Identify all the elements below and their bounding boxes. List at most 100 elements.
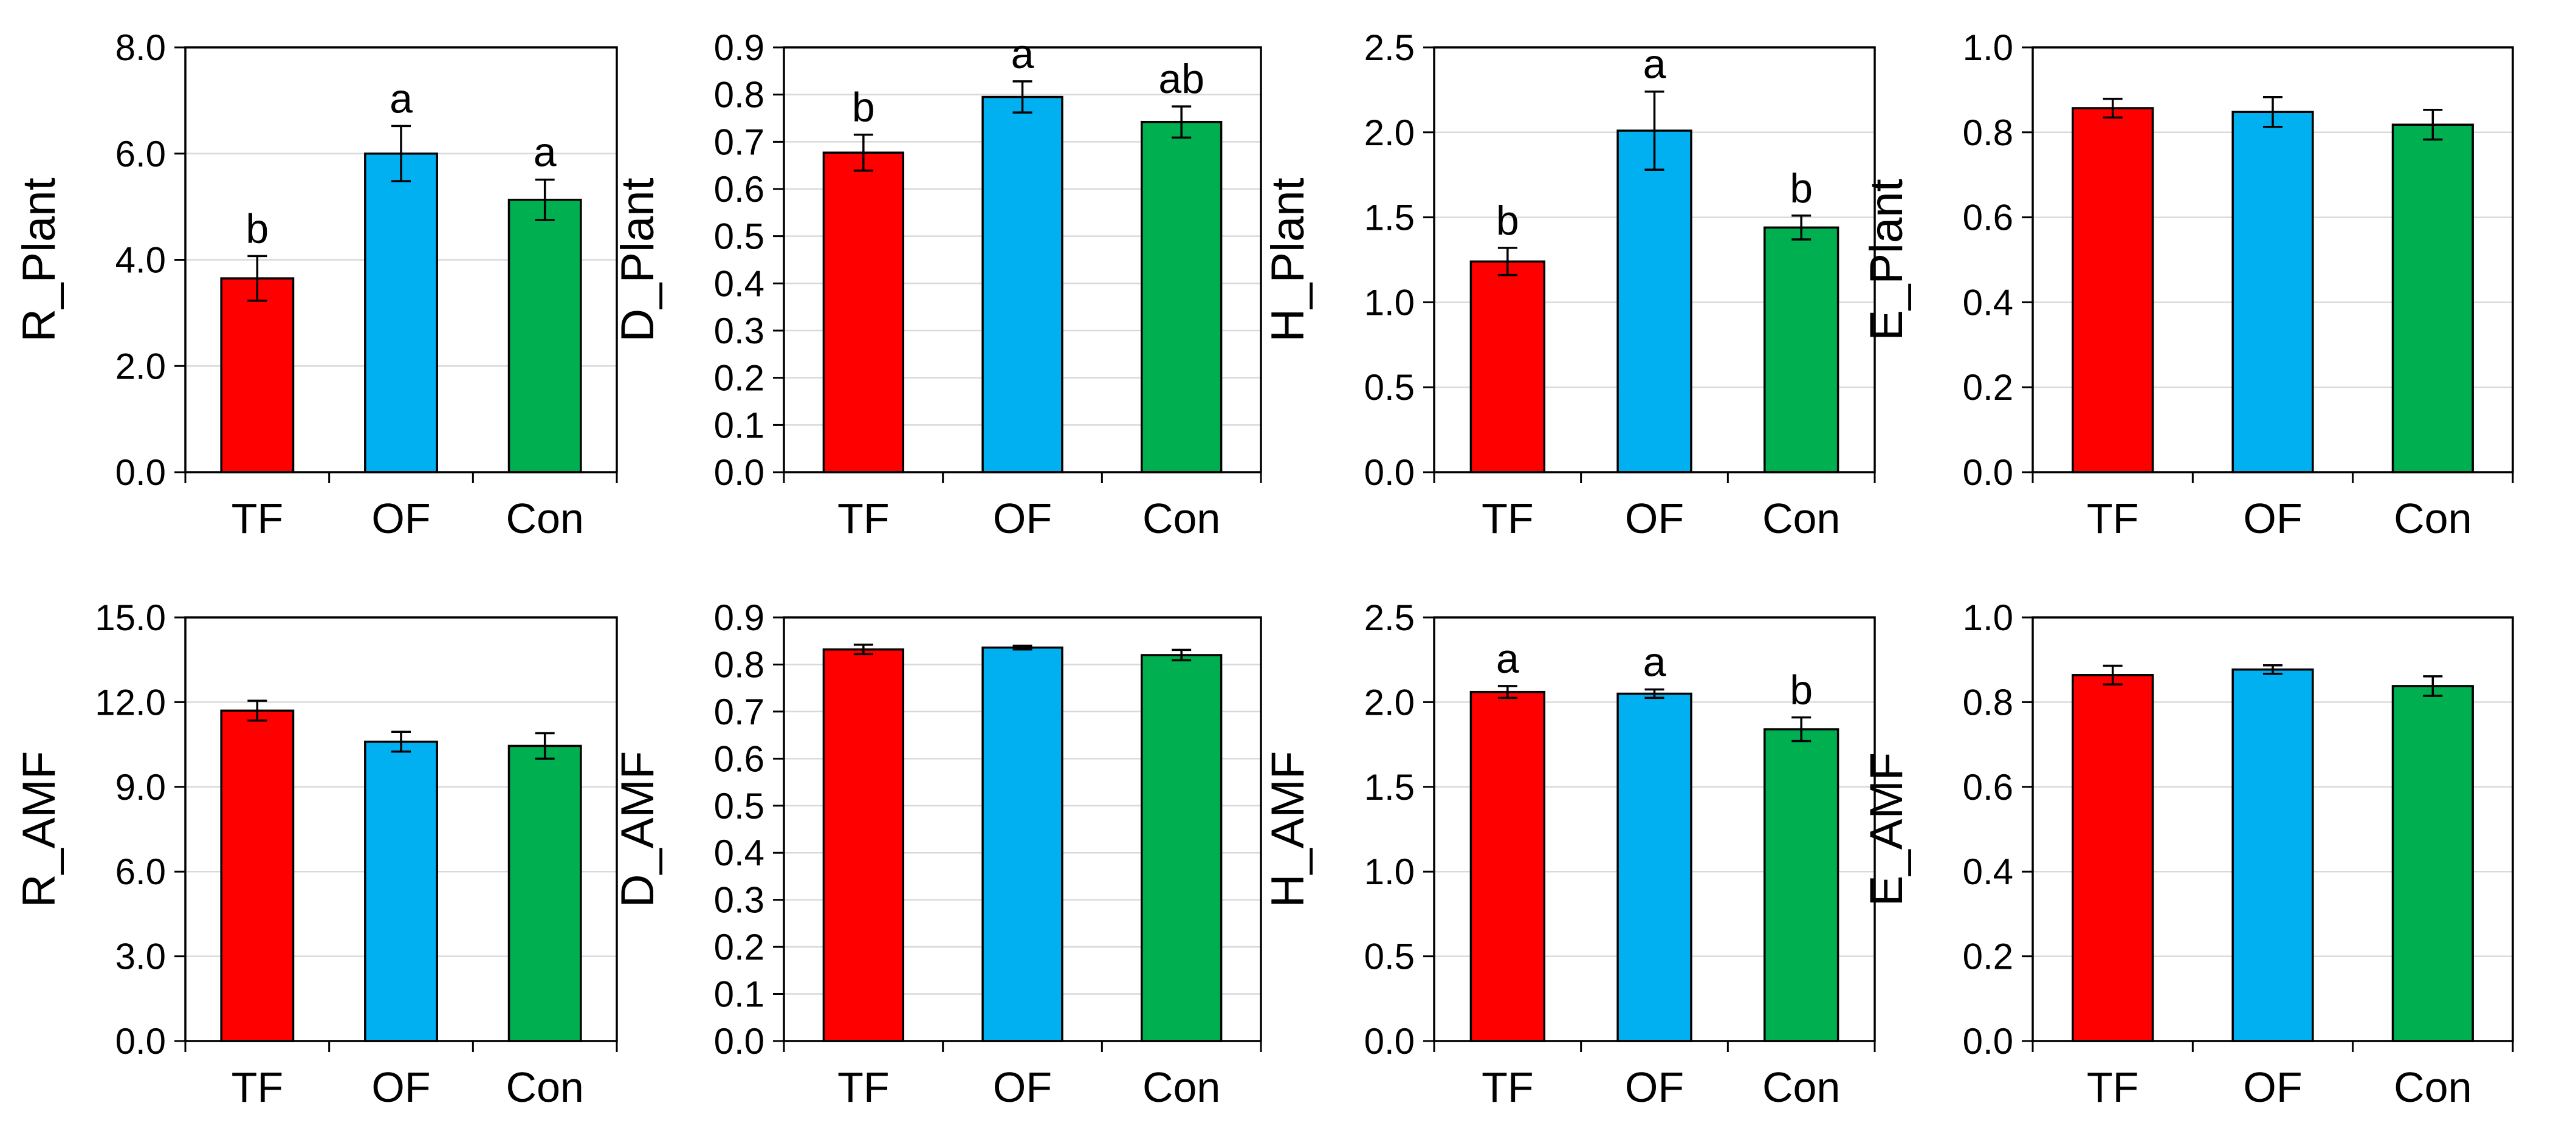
y-tick-label: 0.5 [1364, 936, 1415, 977]
y-tick-label: 4.0 [115, 240, 166, 281]
y-tick-label: 0.1 [714, 974, 764, 1015]
x-tick-label-tf: TF [232, 1064, 284, 1111]
y-tick-label: 6.0 [115, 134, 166, 174]
bar-tf [2072, 107, 2154, 473]
y-tick-label: 6.0 [115, 851, 166, 892]
y-tick-label: 0.0 [1963, 452, 2013, 493]
chart-panel-h-plant: b TF a OF b Con 0.0 0.5 1.0 1.5 2.0 2.5 H_Plant [1262, 27, 1876, 542]
y-tick-label: 0.0 [714, 1021, 764, 1062]
x-tick-label-tf: TF [2087, 495, 2139, 542]
plot-frame [184, 46, 618, 473]
y-tick-label: 0.5 [714, 786, 764, 826]
chart-panel-d-plant: b TF a OF ab Con 0.0 0.1 0.2 0.3 0.4 0.5 0.6 0.7 0.8 0.… [612, 27, 1262, 542]
y-tick-label: 1.0 [1364, 282, 1415, 323]
y-tick-label: 0.0 [1963, 1021, 2013, 1062]
x-tick-label-of: OF [371, 1064, 430, 1111]
y-tick-label: 1.5 [1364, 198, 1415, 238]
y-tick-label: 0.0 [115, 452, 166, 493]
y-tick-label: 0.0 [714, 452, 764, 493]
y-axis-label: D_AMF [612, 751, 664, 908]
y-tick-label: 0.4 [1963, 851, 2013, 892]
x-tick-label-con: Con [2394, 495, 2471, 542]
bar-con [1764, 728, 1839, 1042]
x-tick-label-con: Con [2394, 1064, 2471, 1111]
bar-of [2231, 111, 2314, 473]
y-tick-label: 0.1 [714, 405, 764, 445]
x-tick-label-con: Con [1762, 495, 1840, 542]
significance-letter-con: ab [1158, 56, 1204, 102]
bar-tf [220, 709, 295, 1042]
y-tick-label: 0.5 [714, 216, 764, 257]
significance-letter-of: a [1643, 639, 1666, 685]
y-tick-label: 12.0 [95, 682, 166, 723]
chart-panel-h-amf: a TF a OF b Con 0.0 0.5 1.0 1.5 2.0 2.5 H_AMF [1262, 597, 1876, 1111]
y-tick-label: 0.9 [714, 597, 764, 638]
plot-frame [184, 616, 618, 1042]
y-tick-label: 2.0 [1364, 112, 1415, 153]
x-tick-label-of: OF [2243, 1064, 2302, 1111]
x-tick-label-con: Con [1142, 1064, 1220, 1111]
x-tick-label-con: Con [506, 495, 583, 542]
bar-con [507, 199, 582, 473]
y-tick-label: 15.0 [95, 597, 166, 638]
y-tick-label: 2.5 [1364, 27, 1415, 68]
chart-panel-e-amf: TF OF Con 0.0 0.2 0.4 0.6 0.8 1.0 E_AMF [1861, 597, 2514, 1111]
y-axis-label: R_Plant [13, 177, 65, 342]
y-tick-label: 0.4 [714, 263, 764, 304]
x-tick-label-con: Con [506, 1064, 583, 1111]
significance-letter-of: a [1011, 31, 1034, 77]
y-tick-label: 9.0 [115, 767, 166, 808]
bar-tf [220, 277, 295, 473]
y-tick-label: 0.8 [1963, 112, 2013, 153]
bar-tf [822, 648, 904, 1042]
y-axis-label: D_Plant [612, 177, 664, 342]
x-tick-label-of: OF [371, 495, 430, 542]
y-tick-label: 2.5 [1364, 597, 1415, 638]
y-tick-label: 0.3 [714, 311, 764, 351]
y-tick-label: 0.6 [1963, 767, 2013, 808]
y-axis-label: E_AMF [1861, 752, 1912, 906]
y-tick-label: 1.0 [1364, 851, 1415, 892]
x-tick-label-tf: TF [837, 1064, 890, 1111]
bar-con [1141, 120, 1223, 473]
y-tick-label: 0.4 [1963, 282, 2013, 323]
y-tick-label: 0.0 [1364, 1021, 1415, 1062]
bar-tf [2072, 674, 2154, 1042]
x-tick-label-of: OF [1625, 495, 1684, 542]
y-tick-label: 3.0 [115, 936, 166, 977]
x-tick-label-of: OF [2243, 495, 2302, 542]
x-tick-label-of: OF [993, 1064, 1052, 1111]
bar-con [1764, 226, 1839, 473]
significance-letter-tf: a [1496, 636, 1519, 682]
y-tick-label: 0.8 [1963, 682, 2013, 723]
bar-con [1141, 654, 1223, 1042]
y-tick-label: 0.2 [714, 358, 764, 399]
bar-of [1616, 129, 1692, 473]
x-tick-label-tf: TF [2087, 1064, 2139, 1111]
x-tick-label-con: Con [1142, 495, 1220, 542]
y-tick-label: 2.0 [115, 346, 166, 387]
plot-frame [2032, 616, 2514, 1042]
y-tick-label: 0.2 [1963, 936, 2013, 977]
y-tick-label: 1.0 [1963, 597, 2013, 638]
y-axis-label: H_AMF [1262, 751, 1314, 908]
bar-con [2391, 123, 2474, 473]
y-tick-label: 0.2 [714, 927, 764, 967]
bar-of [364, 740, 438, 1042]
x-tick-label-tf: TF [232, 495, 284, 542]
x-tick-label-tf: TF [1482, 1064, 1534, 1111]
bar-con [2391, 685, 2474, 1042]
chart-panel-e-plant: TF OF Con 0.0 0.2 0.4 0.6 0.8 1.0 E_Plant [1861, 27, 2514, 542]
y-tick-label: 0.2 [1963, 367, 2013, 408]
chart-panel-d-amf: TF OF Con 0.0 0.1 0.2 0.3 0.4 0.5 0.6 0.7 0.8 0.9 D_A… [612, 597, 1262, 1111]
y-tick-label: 1.5 [1364, 767, 1415, 808]
chart-panel-r-amf: TF OF Con 0.0 3.0 6.0 9.0 12.0 15.0 R_AMF [13, 597, 618, 1111]
significance-letter-tf: b [1496, 198, 1519, 244]
significance-letter-of: a [1643, 41, 1666, 88]
x-tick-label-tf: TF [1482, 495, 1534, 542]
plot-frame [783, 616, 1262, 1042]
y-tick-label: 0.4 [714, 833, 764, 873]
y-tick-label: 0.5 [1364, 367, 1415, 408]
y-tick-label: 2.0 [1364, 682, 1415, 723]
bar-of [364, 153, 438, 473]
